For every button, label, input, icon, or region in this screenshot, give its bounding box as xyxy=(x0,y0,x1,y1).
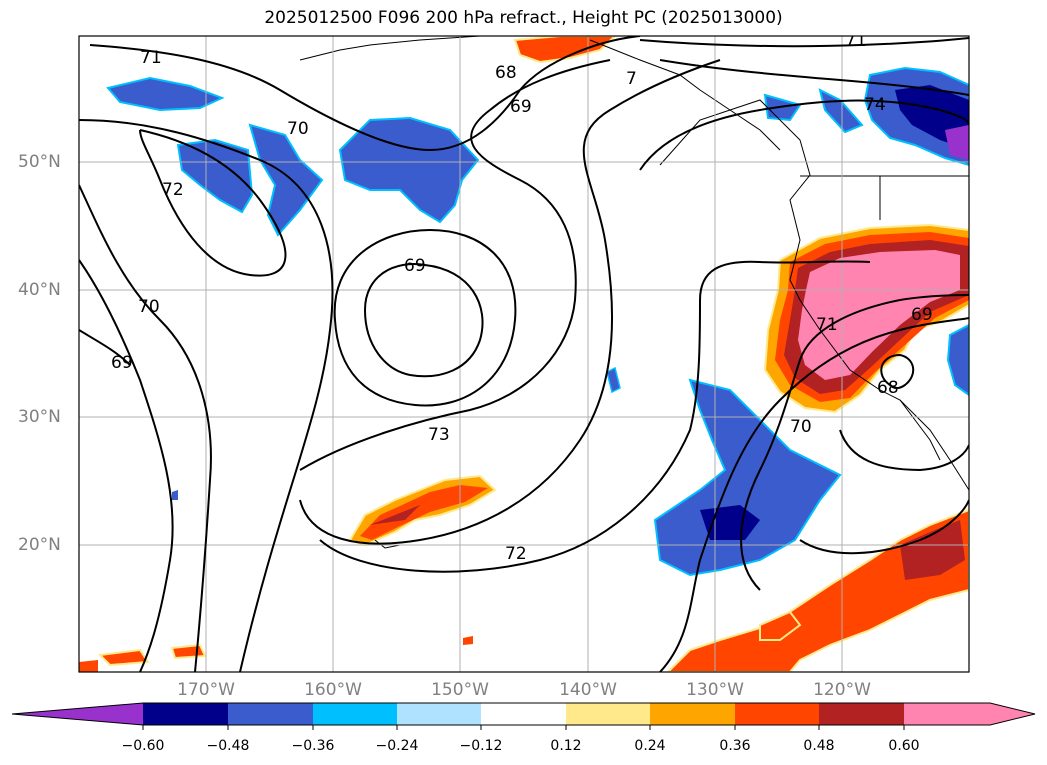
lat-tick-label: 40°N xyxy=(18,280,61,300)
colorbar-tick-label: 0.24 xyxy=(634,738,666,754)
colorbar-bin xyxy=(143,703,228,725)
colorbar-bin xyxy=(228,703,313,725)
contour-label: 70 xyxy=(138,297,160,317)
colorbar-tick-label: −0.36 xyxy=(291,738,335,754)
contour-label: 68 xyxy=(495,63,517,83)
lat-tick-label: 30°N xyxy=(18,407,61,427)
lon-tick-label: 150°W xyxy=(431,680,489,700)
colorbar-tick-label: −0.60 xyxy=(121,738,165,754)
contour-label: 71 xyxy=(140,48,162,68)
contour-label: 71 xyxy=(845,31,867,51)
lat-tick-label: 50°N xyxy=(18,152,61,172)
contour-label: 70 xyxy=(790,417,812,437)
map-frame xyxy=(78,35,970,673)
height-contours xyxy=(79,36,969,672)
contour-label: 70 xyxy=(287,119,309,139)
colorbar-bin xyxy=(735,703,819,725)
colorbar-tick-label: 0.60 xyxy=(888,738,920,754)
contour-label: 73 xyxy=(428,425,450,445)
colorbar-bin xyxy=(397,703,481,725)
graticule xyxy=(79,36,969,672)
lon-tick-label: 120°W xyxy=(813,680,871,700)
map-title: 2025012500 F096 200 hPa refract., Height… xyxy=(264,8,783,28)
positive-anomaly-patches xyxy=(79,36,969,672)
lon-tick-label: 170°W xyxy=(177,680,235,700)
colorbar-bin xyxy=(566,703,650,725)
lat-tick-label: 20°N xyxy=(18,535,61,555)
contour-label: 69 xyxy=(111,353,133,373)
colorbar-tick-label: 0.48 xyxy=(803,738,835,754)
lon-tick-label: 130°W xyxy=(686,680,744,700)
contour-labels: 71 70 72 68 69 7 71 74 69 70 69 73 72 70… xyxy=(111,31,933,564)
colorbar-tick-label: 0.36 xyxy=(719,738,751,754)
contour-label: 69 xyxy=(404,256,426,276)
colorbar-tick-label: 0.12 xyxy=(550,738,582,754)
negative-anomaly-patches xyxy=(106,66,969,577)
colorbar-bin xyxy=(650,703,735,725)
colorbar-tick-label: −0.24 xyxy=(375,738,419,754)
colorbar-tick-label: −0.48 xyxy=(206,738,250,754)
colorbar-bin xyxy=(313,703,397,725)
contour-label: 71 xyxy=(816,315,838,335)
colorbar-tick-label: −0.12 xyxy=(459,738,503,754)
colorbar-bin xyxy=(990,703,1035,725)
lon-tick-label: 140°W xyxy=(559,680,617,700)
colorbar-bin xyxy=(819,703,904,725)
contour-label: 7 xyxy=(626,69,637,89)
contour-label: 69 xyxy=(510,97,532,117)
colorbar-bin xyxy=(904,703,990,725)
colorbar xyxy=(11,702,1036,730)
colorbar-bin xyxy=(481,703,566,725)
contour-label: 74 xyxy=(864,95,886,115)
contour-label: 68 xyxy=(877,378,899,398)
lon-tick-label: 160°W xyxy=(304,680,362,700)
contour-label: 69 xyxy=(911,305,933,325)
contour-label: 72 xyxy=(162,180,184,200)
colorbar-bin xyxy=(12,703,143,725)
contour-label: 72 xyxy=(505,544,527,564)
